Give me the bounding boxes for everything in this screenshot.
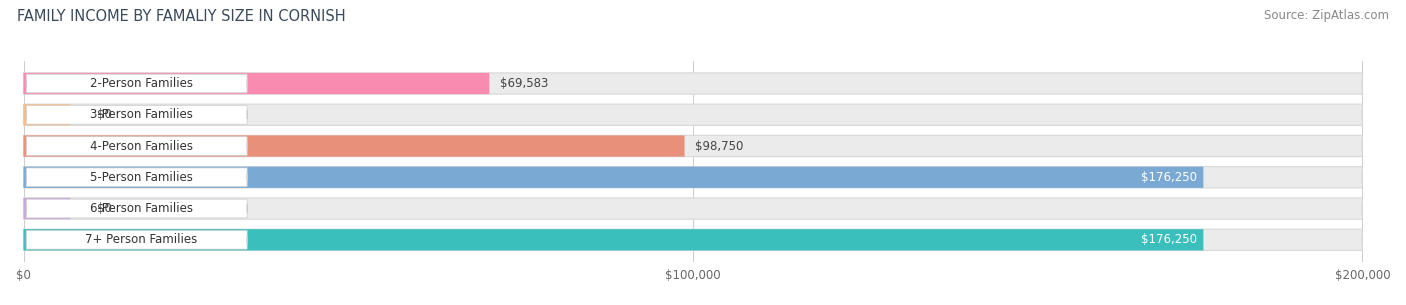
Text: $98,750: $98,750	[696, 139, 744, 152]
FancyBboxPatch shape	[27, 106, 247, 124]
Text: 2-Person Families: 2-Person Families	[90, 77, 193, 90]
FancyBboxPatch shape	[24, 198, 1362, 219]
FancyBboxPatch shape	[24, 167, 1204, 188]
FancyBboxPatch shape	[27, 74, 247, 93]
Text: $0: $0	[97, 202, 112, 215]
FancyBboxPatch shape	[27, 168, 247, 187]
Text: 6-Person Families: 6-Person Families	[90, 202, 193, 215]
FancyBboxPatch shape	[24, 167, 1362, 188]
Text: FAMILY INCOME BY FAMALIY SIZE IN CORNISH: FAMILY INCOME BY FAMALIY SIZE IN CORNISH	[17, 9, 346, 24]
FancyBboxPatch shape	[24, 135, 685, 157]
FancyBboxPatch shape	[24, 73, 489, 94]
FancyBboxPatch shape	[27, 199, 247, 218]
FancyBboxPatch shape	[24, 73, 1362, 94]
FancyBboxPatch shape	[24, 104, 1362, 125]
FancyBboxPatch shape	[24, 229, 1204, 250]
Text: 7+ Person Families: 7+ Person Families	[84, 233, 197, 246]
Text: 4-Person Families: 4-Person Families	[90, 139, 193, 152]
FancyBboxPatch shape	[24, 135, 1362, 157]
Text: 3-Person Families: 3-Person Families	[90, 108, 193, 121]
Text: $0: $0	[97, 108, 112, 121]
FancyBboxPatch shape	[27, 137, 247, 155]
Text: 5-Person Families: 5-Person Families	[90, 171, 193, 184]
Text: $176,250: $176,250	[1140, 171, 1197, 184]
Text: Source: ZipAtlas.com: Source: ZipAtlas.com	[1264, 9, 1389, 22]
FancyBboxPatch shape	[24, 229, 1362, 250]
FancyBboxPatch shape	[27, 231, 247, 249]
Text: $176,250: $176,250	[1140, 233, 1197, 246]
FancyBboxPatch shape	[24, 104, 70, 125]
FancyBboxPatch shape	[24, 198, 70, 219]
Text: $69,583: $69,583	[501, 77, 548, 90]
